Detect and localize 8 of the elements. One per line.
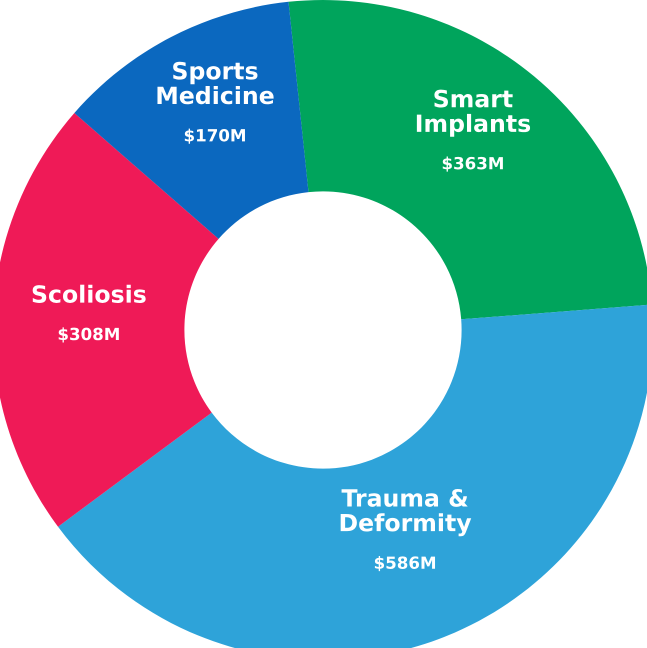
data-label: $586M — [374, 556, 436, 572]
slice-label: Scoliosis — [32, 284, 146, 303]
slice-label: Trauma & Deformity — [340, 488, 472, 536]
slice-label: Sports Medicine — [157, 62, 274, 104]
data-label: $170M — [184, 128, 245, 144]
data-label: $363M — [442, 156, 503, 172]
slice-label: Smart Implants — [416, 90, 530, 137]
data-label: $308M — [58, 327, 119, 342]
